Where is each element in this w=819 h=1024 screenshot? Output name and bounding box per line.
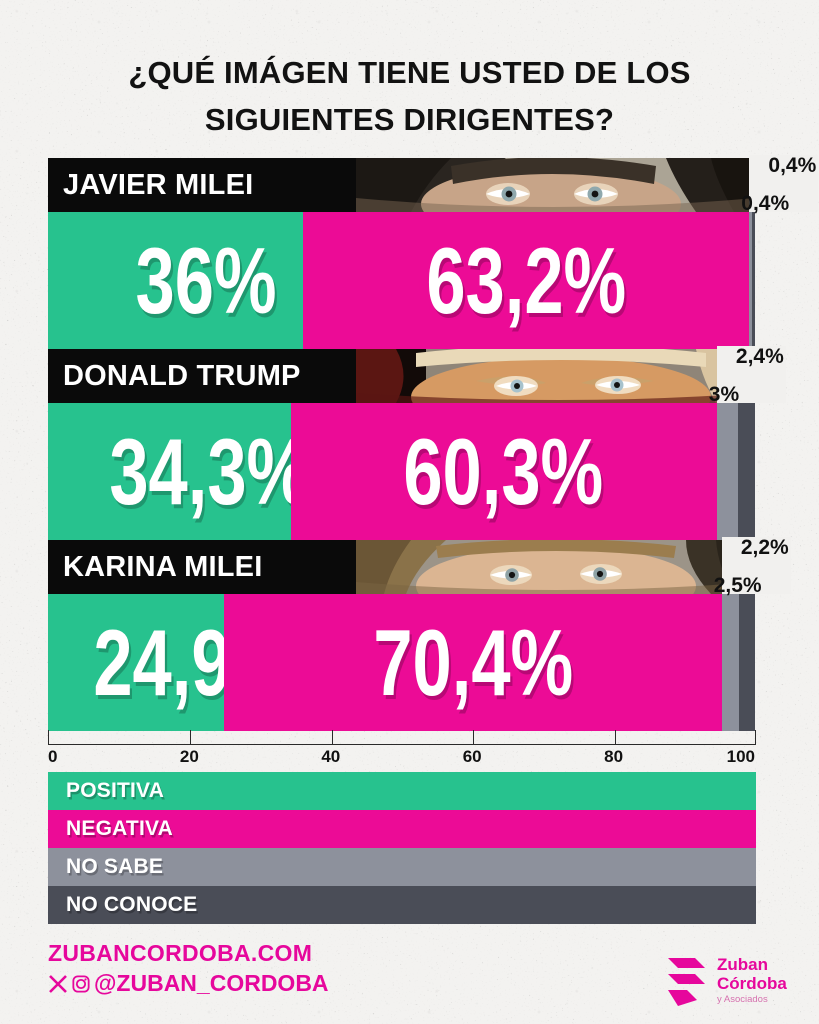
svg-text:Córdoba: Córdoba <box>717 974 787 993</box>
svg-text:y Asociados: y Asociados <box>717 994 768 1005</box>
svg-text:Zuban: Zuban <box>717 955 768 974</box>
